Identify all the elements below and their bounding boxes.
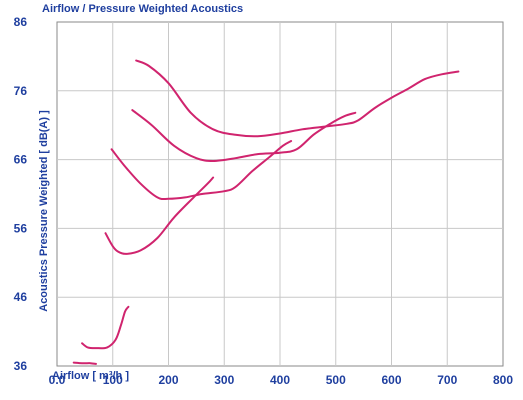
x-tick-label: 400 — [270, 373, 290, 387]
series-line-4 — [104, 176, 215, 255]
y-tick-label: 66 — [14, 153, 28, 167]
y-tick-label: 46 — [14, 290, 28, 304]
series-line-3 — [110, 140, 293, 201]
series-line-1 — [135, 59, 460, 138]
x-tick-label: 800 — [493, 373, 513, 387]
y-tick-labels: 36 46 56 66 76 86 — [14, 15, 28, 373]
x-tick-label: 700 — [437, 373, 457, 387]
x-tick-label: 600 — [381, 373, 401, 387]
series-group — [72, 59, 460, 365]
series-line-2 — [131, 109, 357, 162]
x-axis-label: Airflow [ m³/h ] — [52, 370, 129, 382]
x-tick-label: 300 — [214, 373, 234, 387]
y-tick-label: 76 — [14, 84, 28, 98]
series-line-6 — [72, 361, 97, 365]
y-axis-label: Acoustics Pressure Weighted [ dB(A) ] — [38, 110, 50, 312]
x-tick-labels: 0.0 100 200 300 400 500 600 700 800 — [49, 373, 514, 387]
series-line-5 — [81, 305, 130, 350]
chart-title: Airflow / Pressure Weighted Acoustics — [42, 3, 244, 15]
grid — [57, 22, 503, 366]
x-tick-label: 200 — [158, 373, 178, 387]
y-tick-label: 56 — [14, 221, 28, 235]
x-tick-label: 100 — [103, 373, 123, 387]
x-tick-label: 0.0 — [49, 373, 66, 387]
y-tick-label: 36 — [14, 359, 28, 373]
y-tick-label: 86 — [14, 15, 28, 29]
x-tick-label: 500 — [326, 373, 346, 387]
